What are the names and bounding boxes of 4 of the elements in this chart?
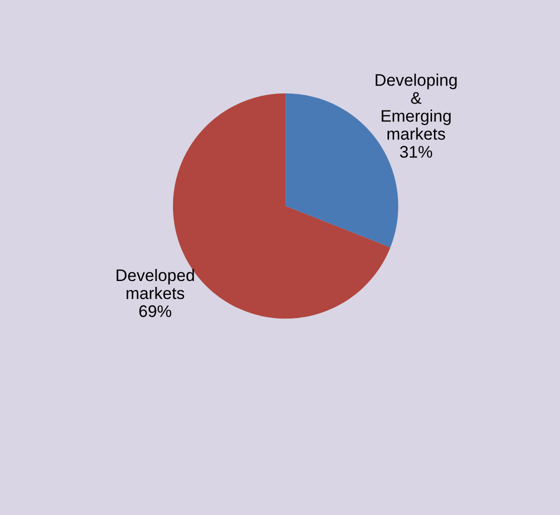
data-label: 69% bbox=[139, 305, 172, 318]
data-label: 31% bbox=[400, 146, 432, 158]
slice-label: Developing & Emerging markets bbox=[376, 74, 457, 140]
slice-label: Developed markets bbox=[116, 268, 194, 300]
